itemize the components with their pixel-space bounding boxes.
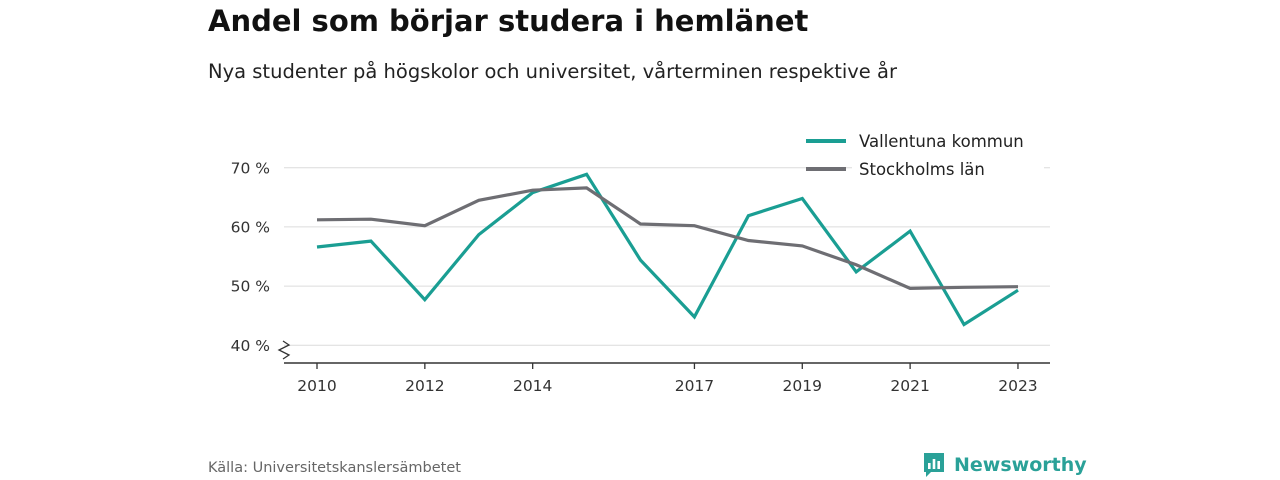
y-tick-label: 70 % (231, 159, 270, 177)
legend-label-2: Stockholms län (859, 160, 985, 179)
brand-name: Newsworthy (954, 454, 1087, 476)
legend-backdrop (852, 131, 1044, 151)
x-tick-label: 2021 (890, 377, 929, 395)
series-line-1 (316, 172, 1019, 327)
x-tick-label: 2010 (297, 377, 336, 395)
y-tick-label: 60 % (231, 218, 270, 236)
x-tick-label: 2023 (998, 377, 1037, 395)
brand-logo: Newsworthy (922, 452, 1087, 478)
x-tick-label: 2017 (675, 377, 714, 395)
chart-subtitle: Nya studenter på högskolor och universit… (208, 60, 897, 83)
legend-label-1: Vallentuna kommun (859, 132, 1024, 151)
legend-backdrop (852, 159, 1044, 179)
source-note: Källa: Universitetskanslersämbetet (208, 460, 461, 476)
axis-break-icon (277, 340, 291, 360)
bar-chart-speech-bubble-icon (924, 453, 944, 477)
x-tick-label: 2012 (405, 377, 444, 395)
y-tick-label: 40 % (231, 337, 270, 355)
y-tick-label: 50 % (231, 278, 270, 296)
chart-title: Andel som börjar studera i hemlänet (208, 4, 809, 38)
x-tick-label: 2019 (783, 377, 822, 395)
series-line-2 (316, 186, 1019, 291)
x-tick-label: 2014 (513, 377, 552, 395)
